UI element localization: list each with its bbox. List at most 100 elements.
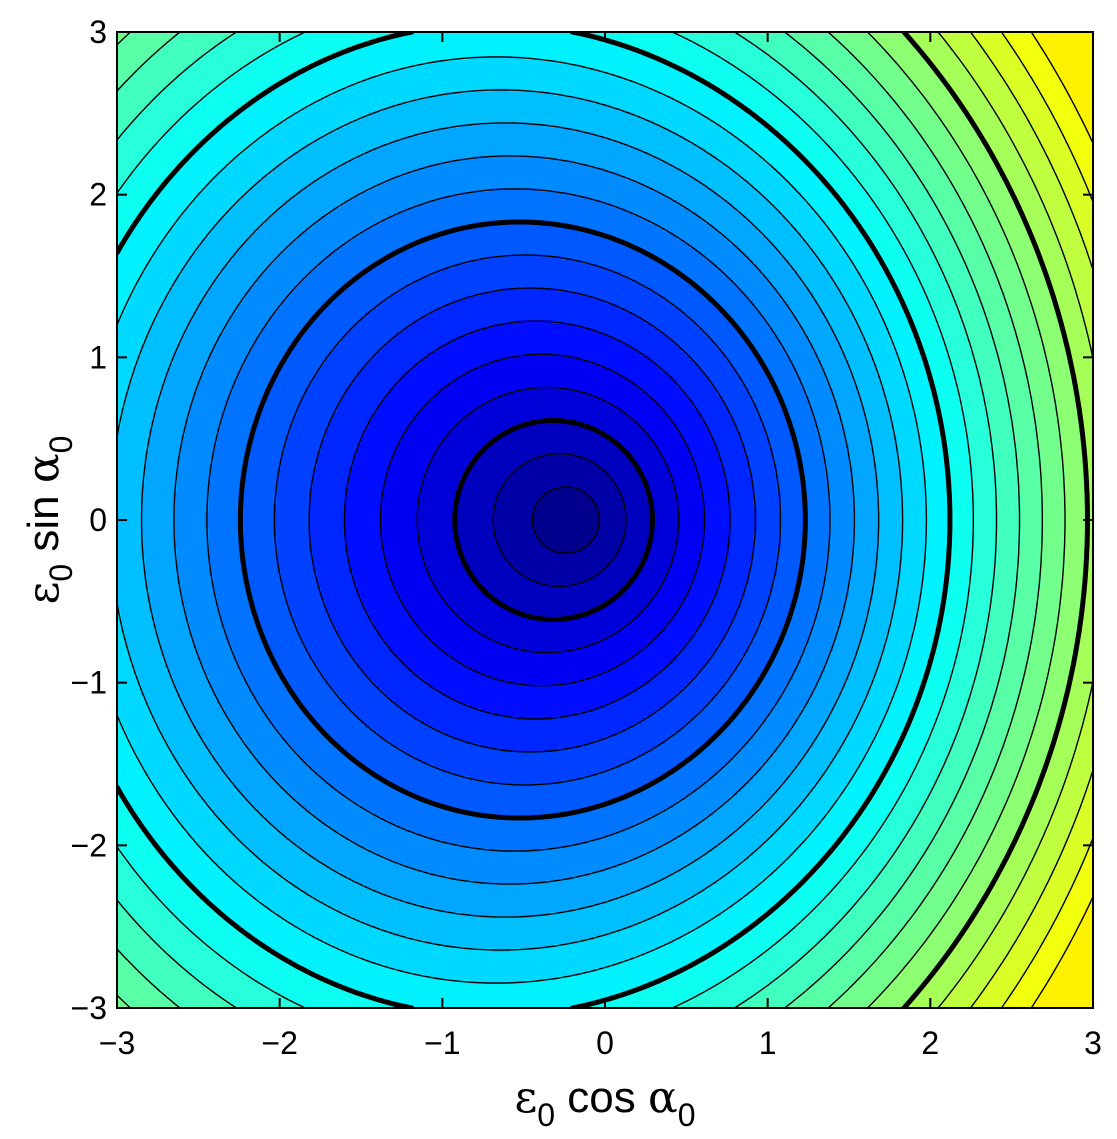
contour-fill-cell	[209, 80, 214, 85]
contour-fill-cell	[241, 72, 246, 77]
contour-fill-cell	[1045, 40, 1050, 45]
contour-fill-cell	[349, 72, 354, 77]
contour-fill-cell	[1037, 68, 1042, 73]
contour-fill-cell	[129, 44, 134, 49]
contour-fill-cell	[285, 48, 290, 53]
contour-fill-cell	[1041, 36, 1046, 41]
contour-fill-cell	[985, 44, 990, 49]
contour-fill-cell	[389, 40, 394, 45]
contour-fill-cell	[581, 80, 586, 85]
contour-fill-cell	[477, 60, 482, 65]
contour-fill-cell	[829, 44, 834, 49]
contour-fill-cell	[477, 44, 482, 49]
contour-fill-cell	[177, 80, 182, 85]
contour-fill-cell	[497, 36, 502, 41]
contour-fill-cell	[725, 76, 730, 81]
contour-fill-cell	[945, 64, 950, 69]
contour-fill-cell	[889, 36, 894, 41]
contour-fill-cell	[621, 60, 626, 65]
contour-fill-cell	[657, 64, 662, 69]
contour-fill-cell	[781, 60, 786, 65]
contour-fill-cell	[277, 60, 282, 65]
contour-fill-cell	[285, 52, 290, 57]
contour-fill-cell	[341, 40, 346, 45]
contour-fill-cell	[709, 44, 714, 49]
contour-fill-cell	[577, 72, 582, 77]
contour-fill-cell	[573, 56, 578, 61]
contour-fill-cell	[621, 56, 626, 61]
contour-fill-cell	[1037, 56, 1042, 61]
contour-fill-cell	[153, 56, 158, 61]
contour-fill-cell	[121, 44, 126, 49]
contour-fill-cell	[217, 48, 222, 53]
contour-fill-cell	[377, 76, 382, 81]
contour-fill-cell	[161, 76, 166, 81]
contour-fill-cell	[669, 52, 674, 57]
contour-fill-cell	[881, 56, 886, 61]
contour-fill-cell	[609, 80, 614, 85]
contour-fill-cell	[1009, 64, 1014, 69]
contour-fill-cell	[409, 56, 414, 61]
contour-fill-cell	[845, 36, 850, 41]
contour-fill-cell	[981, 60, 986, 65]
contour-fill-cell	[453, 40, 458, 45]
contour-fill-cell	[157, 40, 162, 45]
contour-fill-cell	[933, 56, 938, 61]
contour-fill-cell	[313, 72, 318, 77]
contour-fill-cell	[469, 36, 474, 41]
contour-fill-cell	[233, 44, 238, 49]
contour-fill-cell	[953, 60, 958, 65]
contour-fill-cell	[645, 76, 650, 81]
contour-fill-cell	[1025, 52, 1030, 57]
contour-fill-cell	[733, 80, 738, 85]
contour-fill-cell	[561, 36, 566, 41]
contour-fill-cell	[437, 64, 442, 69]
contour-fill-cell	[181, 60, 186, 65]
contour-fill-cell	[245, 44, 250, 49]
contour-fill-cell	[185, 80, 190, 85]
contour-fill-cell	[345, 80, 350, 85]
contour-fill-cell	[481, 36, 486, 41]
contour-fill-cell	[825, 72, 830, 77]
contour-fill-cell	[1001, 60, 1006, 65]
contour-fill-cell	[229, 44, 234, 49]
contour-fill-cell	[877, 60, 882, 65]
contour-fill-cell	[685, 80, 690, 85]
contour-fill-cell	[293, 60, 298, 65]
contour-fill-cell	[617, 56, 622, 61]
contour-fill-cell	[793, 64, 798, 69]
contour-fill-cell	[165, 68, 170, 73]
contour-fill-cell	[181, 80, 186, 85]
contour-fill-cell	[721, 68, 726, 73]
contour-fill-cell	[353, 60, 358, 65]
contour-fill-cell	[1065, 76, 1070, 81]
contour-fill-cell	[845, 60, 850, 65]
contour-fill-cell	[693, 60, 698, 65]
contour-fill-cell	[717, 72, 722, 77]
contour-fill-cell	[533, 52, 538, 57]
contour-fill-cell	[453, 60, 458, 65]
contour-fill-cell	[373, 64, 378, 69]
contour-fill-cell	[1001, 64, 1006, 69]
contour-fill-cell	[885, 72, 890, 77]
contour-fill-cell	[993, 76, 998, 81]
contour-fill-cell	[1085, 52, 1090, 57]
contour-fill-cell	[437, 56, 442, 61]
contour-fill-cell	[973, 68, 978, 73]
contour-fill-cell	[809, 40, 814, 45]
contour-fill-cell	[629, 72, 634, 77]
contour-fill-cell	[1049, 56, 1054, 61]
contour-fill-cell	[365, 48, 370, 53]
contour-fill-cell	[597, 44, 602, 49]
contour-fill-cell	[937, 44, 942, 49]
contour-fill-cell	[857, 76, 862, 81]
contour-fill-cell	[237, 56, 242, 61]
contour-fill-cell	[841, 56, 846, 61]
contour-fill-cell	[333, 68, 338, 73]
contour-fill-cell	[137, 48, 142, 53]
contour-fill-cell	[705, 40, 710, 45]
contour-fill-cell	[701, 72, 706, 77]
contour-fill-cell	[853, 76, 858, 81]
contour-fill-cell	[485, 36, 490, 41]
contour-fill-cell	[461, 52, 466, 57]
